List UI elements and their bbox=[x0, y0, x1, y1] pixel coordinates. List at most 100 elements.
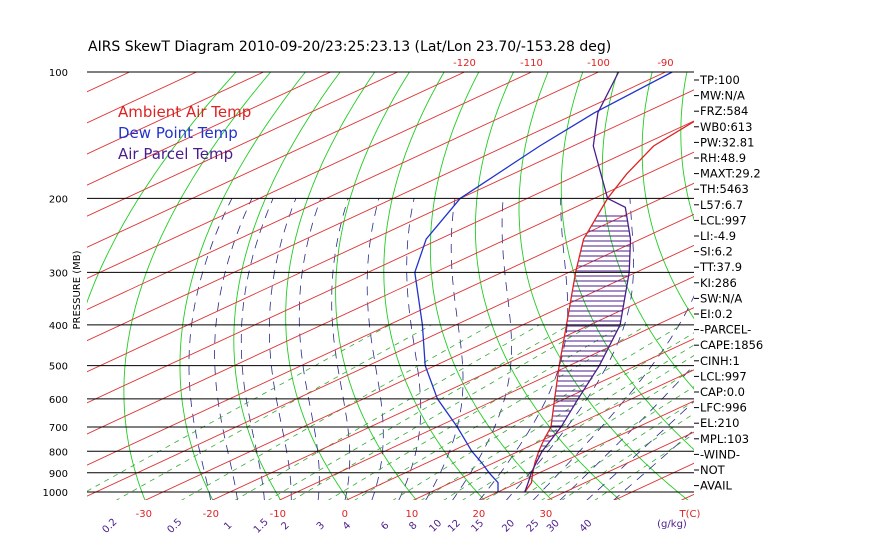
index-text: -PARCEL- bbox=[700, 323, 751, 337]
mixing-ratio-tick-label: 0.2 bbox=[100, 517, 119, 536]
mixing-ratio-tick-label: 12 bbox=[446, 518, 463, 535]
index-text: LI:-4.9 bbox=[700, 229, 736, 243]
isotherm bbox=[0, 63, 83, 501]
isotherm bbox=[412, 369, 694, 500]
index-text: RH:48.9 bbox=[700, 151, 746, 165]
moist-adiabat bbox=[559, 364, 694, 500]
pressure-tick-label: 600 bbox=[49, 395, 68, 406]
dry-adiabat bbox=[429, 72, 553, 500]
dry-adiabat bbox=[860, 63, 870, 501]
mixing-ratio-line bbox=[234, 324, 540, 500]
mixing-ratio-line bbox=[392, 324, 682, 500]
mixing-ratio-tick-label: 8 bbox=[407, 520, 419, 532]
legend-entry: Dew Point Temp bbox=[118, 124, 238, 142]
index-text: PW:32.81 bbox=[700, 135, 754, 149]
isotherm bbox=[87, 213, 694, 497]
pressure-tick-label: 800 bbox=[49, 447, 68, 458]
legend-entry: Ambient Air Temp bbox=[118, 103, 251, 121]
isotherm bbox=[87, 151, 694, 435]
index-text: AVAIL bbox=[700, 479, 733, 493]
mixing-ratio-tick-label: 25 bbox=[525, 518, 542, 535]
isotherm bbox=[87, 72, 332, 186]
index-text: MPL:103 bbox=[700, 432, 749, 446]
dry-adiabat bbox=[826, 63, 870, 501]
index-text: LCL:997 bbox=[700, 369, 747, 383]
index-text: SW:N/A bbox=[700, 291, 742, 305]
dry-adiabat bbox=[641, 72, 694, 320]
mixing-ratio-line bbox=[420, 332, 694, 500]
isotherm bbox=[87, 72, 600, 311]
mixing-ratio-lines bbox=[87, 324, 694, 500]
mixing-ratio-tick-label: 6 bbox=[379, 520, 391, 532]
index-text: NOT bbox=[700, 463, 726, 477]
index-text: EL:210 bbox=[700, 416, 740, 430]
dry-adiabat bbox=[87, 72, 237, 304]
top-temp-tick-label: -100 bbox=[587, 58, 610, 69]
bottom-temp-tick-label: -20 bbox=[203, 509, 219, 520]
moist-adiabat bbox=[425, 198, 464, 500]
moist-adiabat bbox=[268, 198, 297, 500]
dry-adiabat bbox=[383, 72, 485, 500]
top-temp-tick-label: -120 bbox=[453, 58, 476, 69]
isotherm bbox=[87, 72, 533, 279]
moist-adiabat bbox=[240, 198, 274, 500]
mixing-ratio-unit: (g/kg) bbox=[657, 519, 687, 530]
isotherm bbox=[87, 72, 399, 217]
index-text: TT:37.9 bbox=[699, 260, 742, 274]
bottom-temp-tick-label: 10 bbox=[405, 509, 418, 520]
pressure-tick-label: 400 bbox=[49, 321, 68, 332]
dry-adiabat bbox=[335, 72, 417, 500]
cape-hatching bbox=[534, 215, 631, 467]
mixing-ratio-tick-label: 4 bbox=[341, 520, 353, 532]
moist-adiabat bbox=[586, 400, 694, 500]
moist-adiabat bbox=[366, 198, 384, 500]
pressure-tick-label: 300 bbox=[49, 268, 68, 279]
pressure-tick-label: 200 bbox=[49, 194, 68, 205]
mixing-ratio-line bbox=[115, 324, 432, 500]
series-line bbox=[524, 72, 632, 493]
index-text: CINH:1 bbox=[700, 354, 740, 368]
isotherms bbox=[0, 63, 694, 501]
isotherm bbox=[87, 89, 694, 373]
bottom-temp-tick-label: 30 bbox=[539, 509, 552, 520]
mixing-ratio-tick-label: 15 bbox=[470, 518, 487, 535]
index-text: WB0:613 bbox=[700, 120, 752, 134]
pressure-tick-label: 500 bbox=[49, 362, 68, 373]
bottom-temp-tick-label: 20 bbox=[472, 509, 485, 520]
isotherm bbox=[0, 63, 16, 501]
y-axis-label: PRESSURE (MB) bbox=[72, 250, 83, 329]
mixing-ratio-line bbox=[327, 324, 624, 500]
index-text: -WIND- bbox=[700, 447, 740, 461]
chart-title: AIRS SkewT Diagram 2010-09-20/23:25:23.1… bbox=[88, 39, 611, 55]
index-text: L57:6.7 bbox=[700, 198, 743, 212]
index-text: SI:6.2 bbox=[700, 245, 733, 259]
moist-adiabat bbox=[298, 198, 322, 500]
mixing-ratio-line bbox=[87, 324, 390, 492]
mixing-ratio-tick-label: 0.5 bbox=[165, 517, 184, 536]
moist-adiabat bbox=[188, 198, 233, 500]
dry-adiabat bbox=[474, 72, 621, 500]
mixing-ratio-tick-label: 1 bbox=[222, 520, 234, 532]
mixing-ratio-line bbox=[354, 324, 648, 500]
isotherm bbox=[87, 182, 694, 466]
mixing-ratio-tick-label: 2 bbox=[279, 520, 291, 532]
moist-adiabat bbox=[505, 198, 634, 500]
moist-adiabat bbox=[478, 198, 569, 500]
mixing-ratio-line bbox=[541, 400, 694, 500]
mixing-ratio-line bbox=[292, 324, 592, 500]
isobars: 100 200 300 400 500 600 700 800 900 1000 bbox=[43, 68, 694, 499]
mixing-ratio-line bbox=[516, 386, 694, 500]
legend: Ambient Air Temp Dew Point Temp Air Parcel… bbox=[118, 103, 251, 163]
index-text: LCL:997 bbox=[700, 213, 747, 227]
isotherm bbox=[144, 244, 694, 500]
mixing-ratio-line bbox=[181, 324, 491, 500]
legend-entry: Air Parcel Temp bbox=[118, 145, 233, 163]
mixing-ratio-line bbox=[561, 413, 694, 500]
mixing-ratio-tick-label: 10 bbox=[428, 518, 445, 535]
moist-adiabat bbox=[398, 198, 422, 500]
top-temp-tick-label: -110 bbox=[520, 58, 543, 69]
top-temp-tick-label: -90 bbox=[657, 58, 673, 69]
